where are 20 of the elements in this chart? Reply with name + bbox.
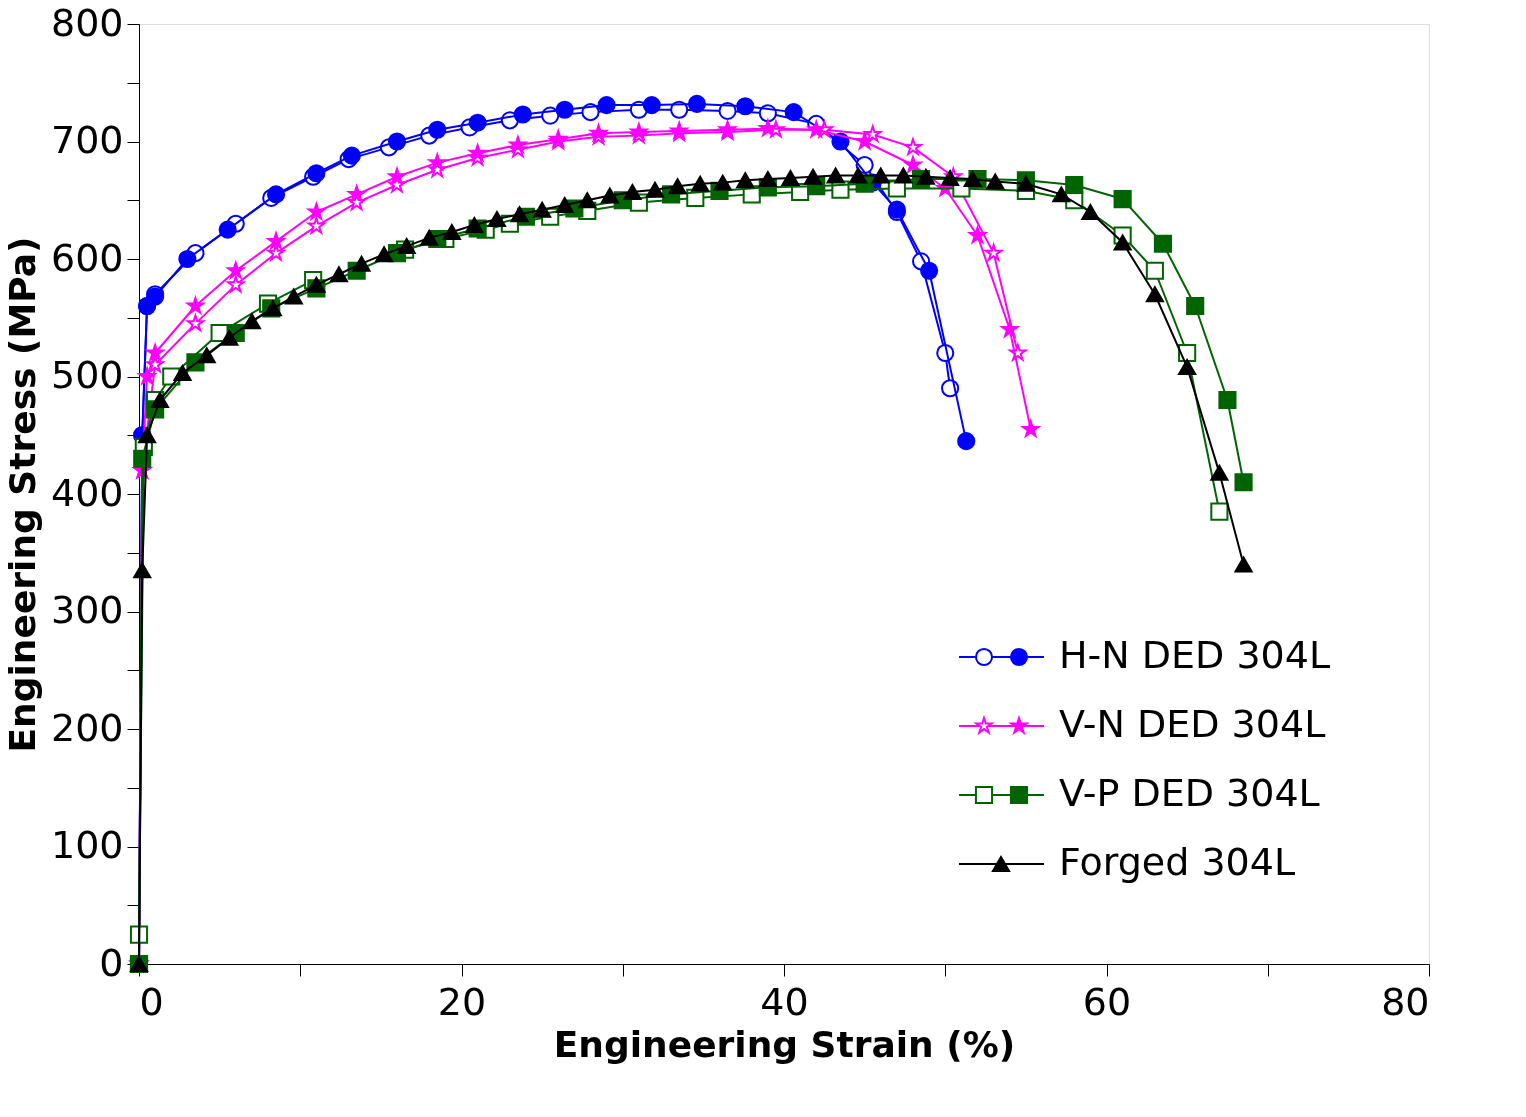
y-tick-label: 800 — [50, 0, 124, 45]
x-tick-label: 60 — [1082, 979, 1132, 1024]
y-axis-title: Engineering Stress (MPa) — [1, 236, 43, 753]
legend-label: V-P DED 304L — [1059, 771, 1320, 815]
y-tick-label: 300 — [50, 588, 124, 632]
x-tick-label: 40 — [760, 979, 809, 1024]
y-tick-label: 600 — [50, 235, 124, 280]
x-tick-label: 0 — [139, 979, 164, 1024]
y-tick-label: 100 — [50, 823, 124, 867]
legend-label: V-N DED 304L — [1059, 702, 1326, 746]
y-tick-label: 400 — [50, 470, 124, 515]
x-axis-title: Engineering Strain (%) — [553, 1023, 1016, 1065]
y-tick-label: 0 — [99, 940, 124, 985]
legend-label: Forged 304L — [1059, 840, 1296, 884]
y-tick-label: 200 — [50, 705, 124, 750]
x-tick-label: 80 — [1381, 979, 1430, 1024]
y-tick-label: 700 — [50, 118, 124, 162]
legend-label: H-N DED 304L — [1059, 633, 1331, 677]
y-tick-label: 500 — [50, 353, 124, 397]
x-tick-label: 20 — [437, 979, 487, 1024]
